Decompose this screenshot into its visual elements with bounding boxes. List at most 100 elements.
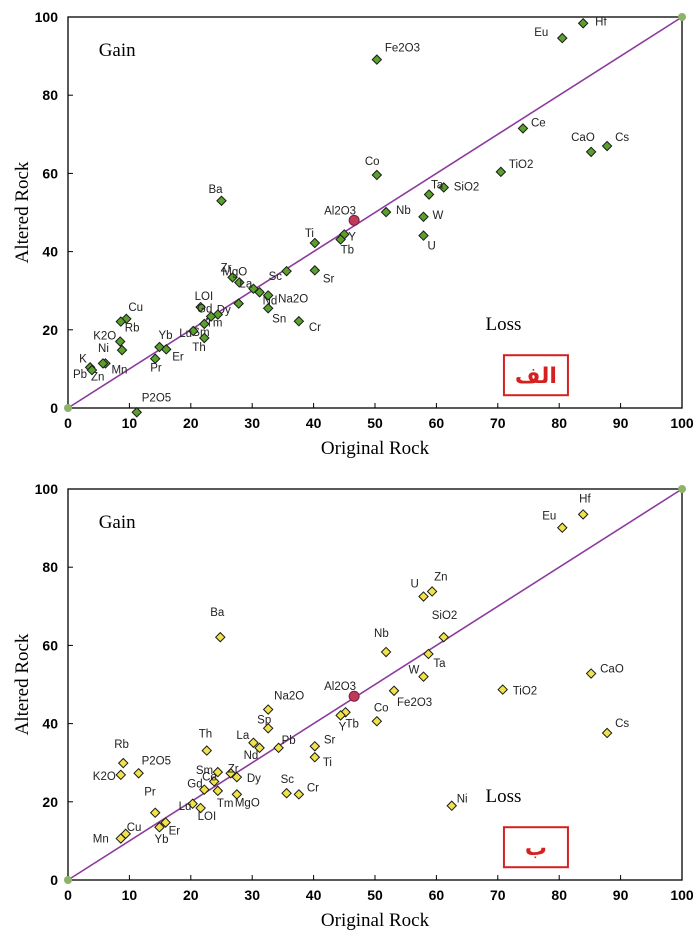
x-tick-label: 10 bbox=[122, 887, 138, 903]
data-point-cao bbox=[585, 146, 597, 158]
x-axis-title: Original Rock bbox=[321, 910, 430, 931]
data-label-zn: Zn bbox=[434, 571, 447, 583]
data-label-u: U bbox=[428, 241, 436, 253]
data-label-sr: Sr bbox=[323, 273, 335, 285]
data-point-p2o5 bbox=[131, 406, 143, 418]
data-label-dy: Dy bbox=[247, 773, 261, 785]
data-label-th: Th bbox=[199, 729, 212, 741]
data-point-rb bbox=[115, 316, 127, 327]
data-point-co bbox=[371, 715, 383, 727]
x-tick-label: 0 bbox=[64, 415, 72, 431]
y-tick-label: 0 bbox=[50, 872, 58, 888]
data-label-p2o5: P2O5 bbox=[142, 392, 171, 404]
data-point-yb bbox=[154, 821, 165, 833]
data-point-nb bbox=[380, 206, 392, 218]
data-point-ni bbox=[446, 800, 458, 812]
data-label-fe2o3: Fe2O3 bbox=[397, 697, 432, 709]
data-point-er bbox=[160, 344, 172, 355]
data-point-th bbox=[201, 745, 213, 756]
panel-tag-box bbox=[502, 826, 569, 869]
data-label-th: Th bbox=[192, 342, 205, 354]
data-label-na2o: Na2O bbox=[278, 293, 308, 305]
data-point-p2o5 bbox=[133, 767, 144, 779]
x-tick-label: 70 bbox=[490, 887, 506, 903]
data-point-lu bbox=[187, 798, 198, 810]
data-label-co: Co bbox=[365, 156, 380, 168]
data-label-lu: Lu bbox=[179, 328, 192, 340]
data-point-k2o bbox=[114, 336, 126, 347]
isocon-start-point bbox=[64, 876, 72, 884]
data-point-tio2 bbox=[497, 684, 509, 695]
data-label-w: W bbox=[433, 210, 444, 222]
x-tick-label: 50 bbox=[367, 887, 383, 903]
data-label-sc: Sc bbox=[269, 271, 283, 283]
data-point-sio2 bbox=[438, 182, 450, 193]
data-point-mn bbox=[115, 833, 127, 844]
data-point-pr bbox=[149, 353, 161, 365]
panel-tag-box bbox=[502, 354, 569, 397]
data-label-fe2o3: Fe2O3 bbox=[385, 43, 420, 55]
isocon-end-point bbox=[678, 485, 686, 493]
x-tick-label: 20 bbox=[183, 415, 199, 431]
data-point-nd bbox=[254, 742, 265, 754]
data-point-na2o bbox=[262, 290, 274, 301]
data-label-cr: Cr bbox=[307, 782, 319, 794]
isocon-end-point bbox=[678, 13, 686, 21]
x-tick-label: 70 bbox=[490, 415, 506, 431]
y-tick-label: 0 bbox=[50, 400, 58, 416]
data-label-w: W bbox=[409, 665, 420, 677]
y-tick-label: 20 bbox=[42, 794, 58, 810]
x-tick-label: 60 bbox=[429, 415, 445, 431]
data-point-ba bbox=[214, 631, 226, 643]
data-point-ti bbox=[309, 751, 321, 763]
data-label-pb: Pb bbox=[282, 735, 296, 747]
data-label-ni: Ni bbox=[98, 343, 109, 355]
data-label-tb: Tb bbox=[341, 244, 354, 256]
isocon-start-point bbox=[64, 404, 72, 412]
data-point-gd bbox=[205, 311, 217, 322]
x-tick-label: 30 bbox=[244, 887, 260, 903]
data-point-pb bbox=[273, 742, 284, 754]
y-tick-label: 40 bbox=[42, 244, 58, 260]
data-point-cu bbox=[121, 313, 132, 325]
data-label-co: Co bbox=[374, 702, 389, 714]
data-label-yb: Yb bbox=[154, 834, 168, 846]
data-label-k: K bbox=[79, 353, 87, 365]
data-point-al2o3 bbox=[348, 214, 360, 226]
data-point-zn bbox=[97, 358, 109, 369]
data-label-sio2: SiO2 bbox=[432, 610, 458, 622]
data-point-cs bbox=[601, 727, 613, 739]
data-label-sc: Sc bbox=[281, 774, 295, 786]
data-label-loi: LOI bbox=[198, 811, 217, 823]
data-point-sm bbox=[212, 766, 224, 778]
data-label-y: Y bbox=[348, 231, 356, 243]
isocon-line bbox=[67, 16, 683, 409]
data-label-mgo: MgO bbox=[235, 797, 260, 809]
data-label-zr: Zr bbox=[228, 763, 239, 775]
data-label-ni: Ni bbox=[457, 794, 468, 806]
data-label-mn: Mn bbox=[111, 364, 127, 376]
data-label-ta: Ta bbox=[431, 180, 444, 192]
data-label-cao: CaO bbox=[600, 664, 624, 676]
data-label-la: La bbox=[239, 279, 252, 291]
data-point-tb bbox=[340, 706, 351, 718]
y-tick-label: 60 bbox=[42, 637, 58, 653]
data-label-sn: Sn bbox=[272, 313, 286, 325]
data-point-u bbox=[418, 230, 429, 241]
data-point-k2o bbox=[115, 769, 127, 781]
data-label-ti: Ti bbox=[305, 228, 314, 240]
data-point-lu bbox=[187, 325, 199, 337]
x-tick-label: 100 bbox=[670, 887, 694, 903]
data-point-loi bbox=[195, 802, 206, 814]
data-label-gd: Gd bbox=[197, 304, 212, 316]
data-point-na2o bbox=[262, 704, 274, 715]
data-label-mn: Mn bbox=[93, 834, 109, 846]
y-axis-title: Altered Rock bbox=[12, 633, 33, 735]
data-point-tm bbox=[212, 309, 224, 320]
data-point-sp bbox=[262, 722, 274, 734]
data-point-yb bbox=[154, 341, 165, 353]
data-label-loi: LOI bbox=[195, 291, 214, 303]
data-point-rb bbox=[117, 757, 129, 769]
data-label-sr: Sr bbox=[324, 734, 336, 746]
